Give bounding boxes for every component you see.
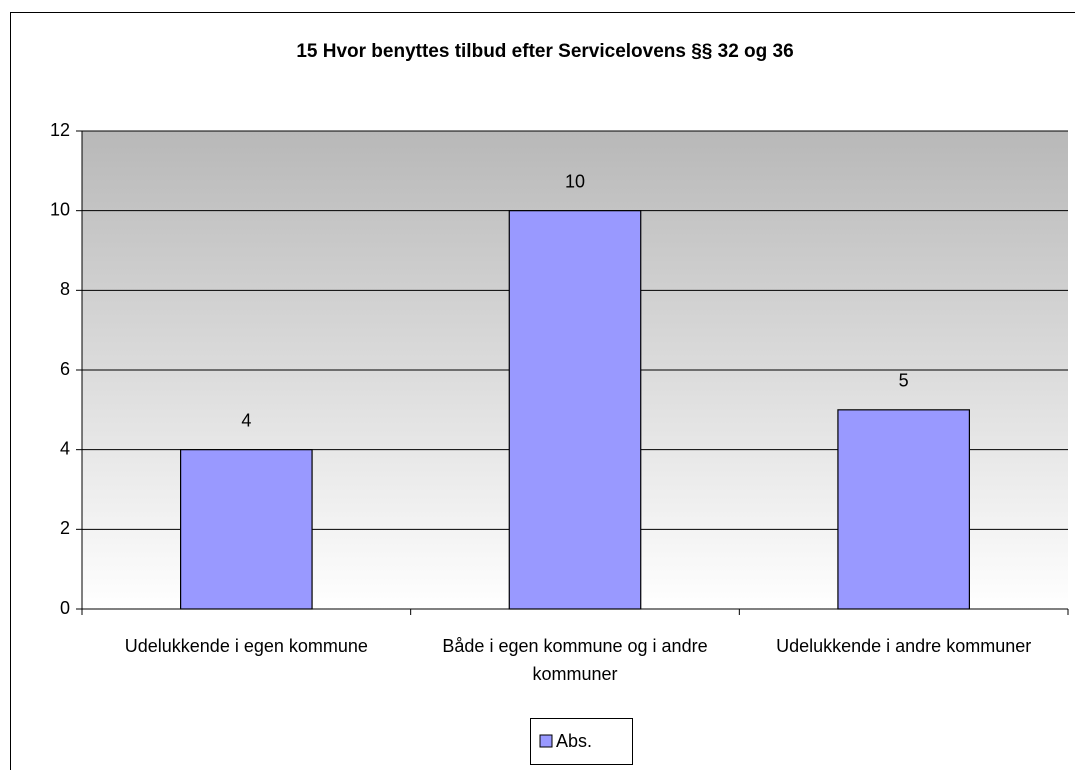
y-tick-label: 8	[60, 279, 70, 299]
y-tick-label: 6	[60, 359, 70, 379]
bar	[180, 449, 313, 610]
legend-swatch	[539, 734, 553, 748]
x-tick-label: Udelukkende i egen kommune	[124, 636, 368, 656]
y-tick-label: 10	[50, 199, 70, 219]
x-tick-label: Både i egen kommune og i andre kommuner	[442, 636, 708, 684]
y-tick-label: 4	[60, 438, 70, 458]
y-tick-label: 2	[60, 518, 70, 538]
y-tick-label: 12	[50, 120, 70, 140]
chart-title: 15 Hvor benyttes tilbud efter Servicelov…	[296, 41, 793, 62]
bar	[508, 210, 642, 610]
value-label: 10	[565, 171, 585, 191]
y-tick-label: 0	[60, 598, 70, 618]
chart-border	[10, 12, 1075, 770]
x-tick-label: Udelukkende i andre kommuner	[776, 636, 1032, 656]
legend-label: Abs.	[556, 731, 592, 751]
bar	[837, 409, 971, 610]
value-label: 5	[899, 371, 909, 391]
value-label: 4	[241, 410, 251, 430]
